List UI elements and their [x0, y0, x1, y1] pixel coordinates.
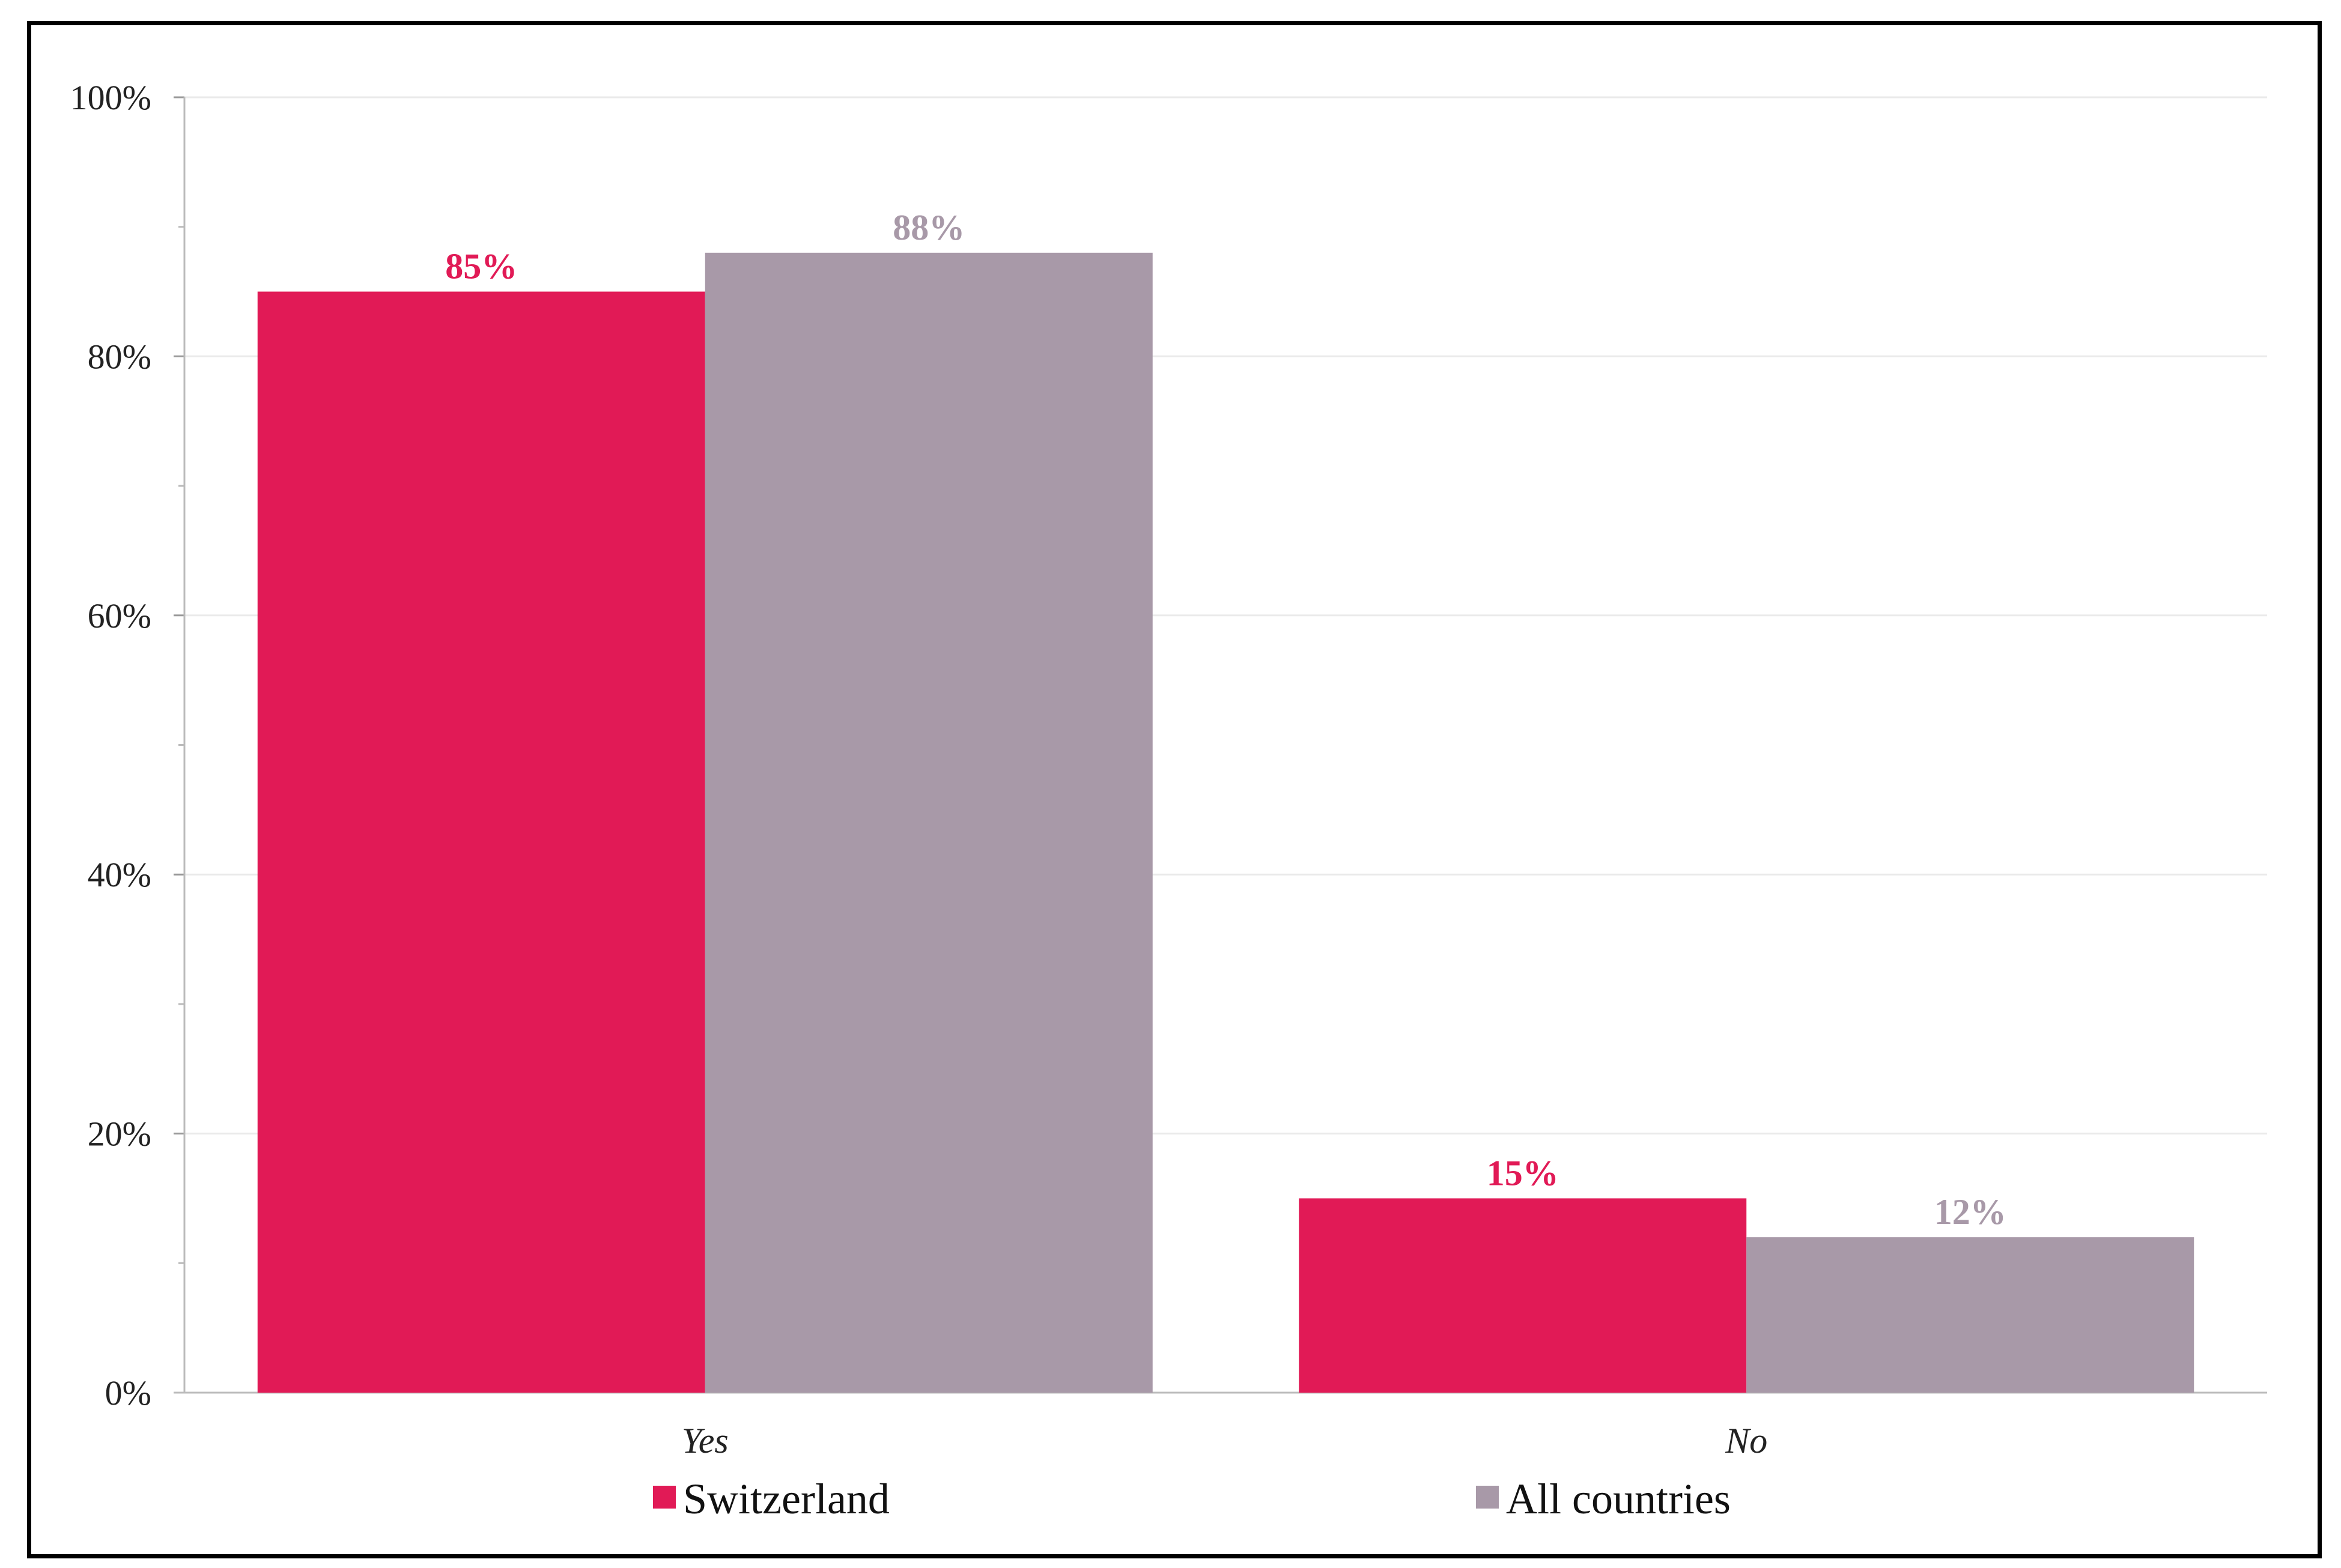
data-label: 85%	[445, 247, 517, 286]
y-tick-label: 40%	[88, 855, 151, 894]
bar-switzerland-yes	[257, 291, 705, 1393]
y-tick-label: 20%	[88, 1115, 151, 1154]
bar-all-countries-no	[1746, 1237, 2194, 1393]
legend-item: All countries	[1476, 1475, 1731, 1523]
legend-label: Switzerland	[683, 1475, 890, 1523]
legend: Switzerland All countries	[653, 1475, 1731, 1523]
y-tick-label: 0%	[105, 1373, 151, 1412]
legend-swatch	[1476, 1486, 1499, 1509]
legend-swatch	[653, 1486, 676, 1509]
data-label: 12%	[1934, 1192, 2006, 1232]
bars	[257, 252, 2194, 1393]
data-label: 88%	[893, 208, 965, 247]
chart-frame: 0% 20% 40% 60% 80% 100% Yes No 85% 88% 15% 12% Swi…	[27, 21, 2322, 1558]
data-label: 15%	[1487, 1153, 1559, 1193]
bar-all-countries-yes	[705, 252, 1153, 1393]
y-tick-label: 60%	[88, 596, 151, 635]
x-category-label: No	[1725, 1421, 1767, 1461]
y-tick-label: 80%	[88, 337, 151, 376]
bar-chart: 0% 20% 40% 60% 80% 100% Yes No 85% 88% 15% 12% Swi…	[70, 78, 2267, 1523]
bar-switzerland-no	[1299, 1198, 1747, 1393]
legend-item: Switzerland	[653, 1475, 890, 1523]
x-category-label: Yes	[682, 1421, 729, 1461]
legend-label: All countries	[1506, 1475, 1731, 1523]
data-labels: 85% 88% 15% 12%	[445, 208, 2006, 1232]
y-tick-label: 100%	[70, 78, 151, 117]
